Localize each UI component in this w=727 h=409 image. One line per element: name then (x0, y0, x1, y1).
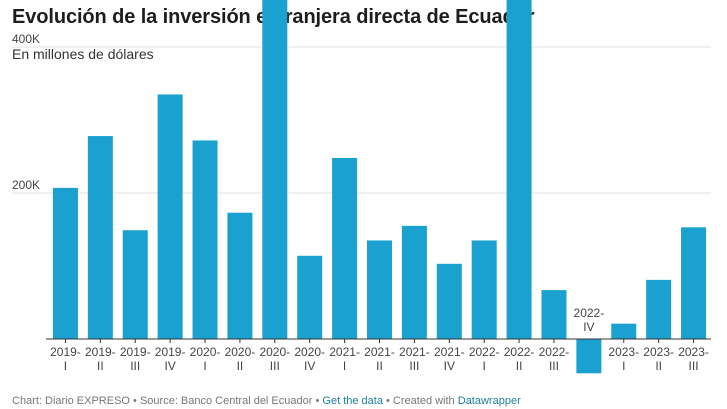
bar-2021-I (332, 157, 358, 339)
bar-2019-II (87, 136, 113, 339)
x-tick-label: 2020- (190, 345, 221, 359)
x-tick-label: 2022- (469, 345, 500, 359)
x-tick-label: IV (444, 359, 455, 373)
x-tick-label: II (516, 359, 523, 373)
x-tick-label: 2022- (504, 345, 535, 359)
bar-2023-II (646, 279, 672, 339)
x-tick-label: 2019- (155, 345, 186, 359)
bar-2022-IV (576, 339, 602, 374)
x-tick-label: II (655, 359, 662, 373)
x-tick-label: III (549, 359, 559, 373)
x-tick-label: I (203, 359, 206, 373)
y-tick-label: 400K (12, 32, 40, 46)
x-tick-label: I (343, 359, 346, 373)
footer-source: Source: Banco Central del Ecuador (139, 395, 313, 407)
footer-created-with: Created with (392, 395, 455, 407)
x-tick-label: 2021- (399, 345, 430, 359)
bar-2020-III (262, 0, 288, 339)
x-tick-label: IV (583, 320, 594, 334)
bar-chart: 200K400K600K2019-I2019-II2019-III2019-IV… (12, 0, 711, 374)
bar-2023-III (681, 227, 707, 339)
x-tick-label: I (622, 359, 625, 373)
x-tick-label: 2021- (329, 345, 360, 359)
x-tick-label: 2022- (539, 345, 570, 359)
x-tick-label: 2022- (574, 306, 605, 320)
x-tick-label: 2023- (608, 345, 639, 359)
x-tick-label: I (64, 359, 67, 373)
bar-2021-IV (436, 263, 462, 339)
bar-2020-IV (297, 255, 323, 339)
chart-footer: Chart: Diario EXPRESO • Source: Banco Ce… (12, 395, 521, 407)
footer-separator: • (315, 395, 320, 407)
bar-2020-II (227, 212, 253, 339)
footer-separator: • (386, 395, 390, 407)
get-the-data-link[interactable]: Get the data (322, 395, 383, 407)
x-tick-label: IV (304, 359, 315, 373)
bar-2021-II (367, 240, 392, 339)
datawrapper-link[interactable]: Datawrapper (457, 395, 521, 407)
bar-2019-I (52, 187, 78, 339)
x-tick-label: 2019- (120, 345, 151, 359)
x-tick-label: 2019- (85, 345, 116, 359)
x-tick-label: II (97, 359, 104, 373)
bar-2022-III (541, 290, 567, 339)
x-tick-label: 2023- (643, 345, 674, 359)
bar-2021-III (401, 225, 427, 339)
x-tick-label: 2023- (678, 345, 709, 359)
x-tick-label: 2021- (364, 345, 395, 359)
x-tick-label: II (376, 359, 383, 373)
bar-2020-I (192, 140, 218, 339)
x-tick-label: III (270, 359, 280, 373)
bar-2022-II (506, 0, 532, 339)
x-tick-label: 2020- (259, 345, 290, 359)
bar-2022-I (471, 240, 497, 339)
bar-2023-I (611, 323, 637, 339)
bar-2019-IV (157, 94, 183, 339)
x-tick-label: III (689, 359, 699, 373)
footer-separator: • (133, 395, 137, 407)
y-tick-label: 200K (12, 178, 40, 192)
x-tick-label: II (237, 359, 244, 373)
bar-2019-III (122, 230, 148, 339)
x-tick-label: IV (164, 359, 175, 373)
x-tick-label: 2021- (434, 345, 465, 359)
x-tick-label: 2019- (50, 345, 81, 359)
x-tick-label: 2020- (225, 345, 256, 359)
x-tick-label: III (409, 359, 419, 373)
x-tick-label: I (483, 359, 486, 373)
chart-subtitle: En millones de dólares (12, 46, 154, 62)
x-tick-label: III (130, 359, 140, 373)
footer-credit: Chart: Diario EXPRESO (12, 395, 130, 407)
x-tick-label: 2020- (294, 345, 325, 359)
